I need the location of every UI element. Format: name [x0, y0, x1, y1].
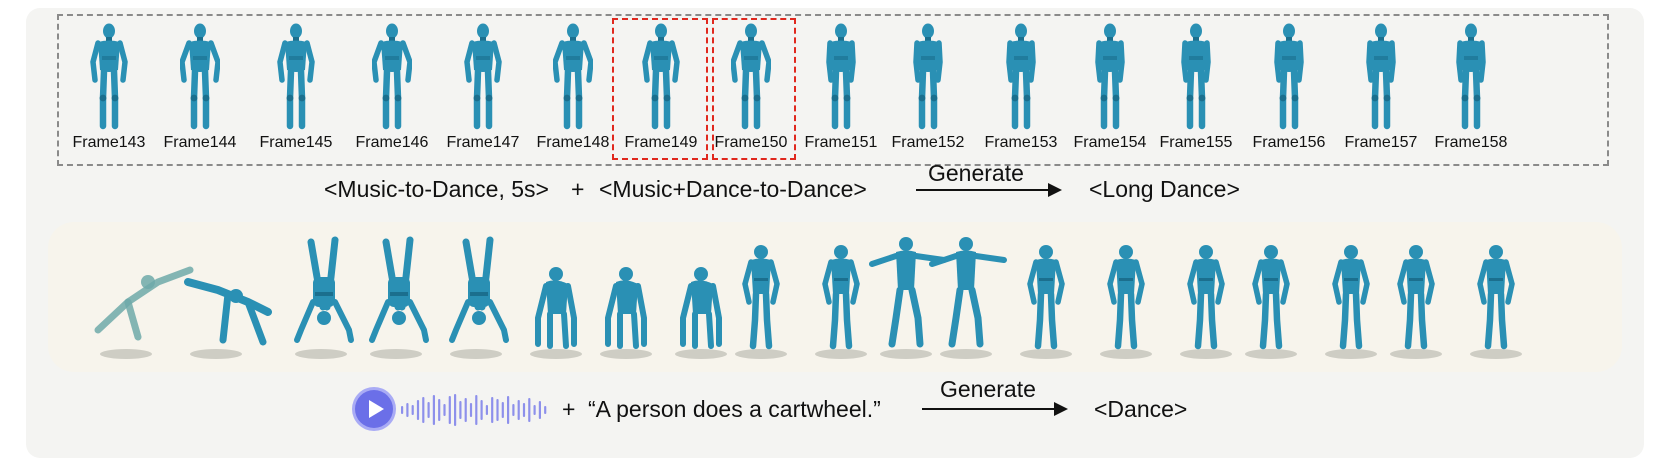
cartwheel-pose-sequence	[94, 236, 1522, 359]
play-icon	[355, 390, 393, 428]
highlight-box-frame149	[612, 18, 708, 160]
dance-pose-figure	[1020, 245, 1072, 359]
frame-label: Frame145	[259, 134, 333, 151]
frame-item: Frame145	[250, 20, 342, 160]
input-music-to-dance: <Music-to-Dance, 5s>	[324, 176, 549, 202]
frame-item: Frame149	[615, 20, 707, 160]
dance-pose-figure	[815, 245, 867, 359]
input-music-dance-to-dance: <Music+Dance-to-Dance>	[599, 176, 867, 202]
dance-pose-figure	[735, 245, 787, 359]
dance-pose-figure	[1390, 245, 1442, 359]
waveform-bar	[401, 406, 404, 414]
waveform-bar	[432, 395, 435, 425]
plus-sign-top: +	[571, 176, 585, 202]
waveform-bar	[464, 398, 467, 422]
dance-pose-figure	[530, 267, 582, 359]
waveform-bar	[522, 403, 526, 417]
frame-label: Frame154	[1073, 134, 1147, 151]
frame-label: Frame155	[1159, 134, 1233, 151]
waveform-bar	[517, 400, 520, 420]
text-prompt: “A person does a cartwheel.”	[588, 396, 881, 422]
waveform-bar	[438, 399, 441, 421]
frame-label: Frame152	[891, 134, 965, 151]
waveform-bar	[454, 394, 457, 426]
dance-pose-figure	[1325, 245, 1377, 359]
waveform-bar	[422, 397, 425, 423]
dance-motion-strip	[48, 222, 1622, 372]
waveform-bar	[459, 401, 462, 419]
audio-input	[355, 390, 555, 430]
frame-item: Frame151	[795, 20, 887, 160]
waveform-bar	[469, 403, 473, 417]
generate-arrow-top	[916, 183, 1062, 197]
waveform-bar	[544, 406, 547, 414]
waveform-bar	[485, 405, 488, 415]
dance-pose-figure	[1245, 245, 1297, 359]
dance-pose-figure	[869, 237, 947, 359]
dance-pose-figure	[369, 236, 429, 359]
frame-label: Frame150	[714, 134, 788, 151]
waveform-bar	[416, 400, 420, 420]
dance-pose-figure	[600, 267, 652, 359]
frame-label: Frame143	[72, 134, 146, 151]
plus-sign-bottom: +	[562, 396, 576, 422]
frame-label: Frame148	[536, 134, 610, 151]
frame-item: Frame153	[975, 20, 1067, 160]
waveform-bar	[512, 404, 515, 416]
output-long-dance: <Long Dance>	[1089, 176, 1240, 202]
frame-item: Frame156	[1243, 20, 1335, 160]
frame-item: Frame152	[882, 20, 974, 160]
frame-item: Frame154	[1064, 20, 1156, 160]
frame-item: Frame158	[1425, 20, 1517, 160]
audio-waveform-icon	[401, 394, 547, 426]
frame-item: Frame144	[154, 20, 246, 160]
frame-label: Frame151	[804, 134, 878, 151]
waveform-bar	[427, 402, 430, 418]
frame-sequence-box	[57, 14, 1609, 166]
frame-item: Frame146	[346, 20, 438, 160]
dance-pose-figure	[1180, 245, 1232, 359]
dance-pose-figure	[675, 267, 727, 359]
waveform-bar	[501, 402, 504, 418]
waveform-bar	[475, 395, 478, 425]
frame-label: Frame158	[1434, 134, 1508, 151]
dance-pose-figure	[449, 236, 509, 359]
waveform-bar	[406, 403, 409, 417]
frame-item: Frame155	[1150, 20, 1242, 160]
dance-pose-figure	[1470, 245, 1522, 359]
waveform-bar	[533, 405, 536, 415]
frame-item: Frame150	[705, 20, 797, 160]
waveform-bar	[411, 405, 414, 415]
highlight-box-frame150	[712, 18, 796, 160]
generate-label-bottom: Generate	[940, 376, 1036, 402]
waveform-bar	[507, 396, 510, 424]
dance-pose-figure	[929, 237, 1007, 359]
generate-arrow-bottom	[922, 402, 1068, 416]
frame-label: Frame157	[1344, 134, 1418, 151]
dance-pose-figure	[94, 266, 194, 359]
waveform-bar	[480, 400, 483, 420]
frame-item: Frame148	[527, 20, 619, 160]
waveform-bar	[443, 404, 446, 416]
frame-label: Frame146	[355, 134, 429, 151]
frame-label: Frame156	[1252, 134, 1326, 151]
waveform-bar	[448, 396, 451, 424]
generate-label-top: Generate	[928, 160, 1024, 186]
waveform-bar	[491, 397, 494, 423]
frame-label: Frame147	[446, 134, 520, 151]
dance-pose-figure	[1100, 245, 1152, 359]
dance-pose-figure	[184, 278, 272, 359]
frame-label: Frame144	[163, 134, 237, 151]
frame-item: Frame157	[1335, 20, 1427, 160]
dance-pose-figure	[294, 236, 354, 359]
frame-label: Frame153	[984, 134, 1058, 151]
output-dance: <Dance>	[1094, 396, 1188, 422]
waveform-bar	[496, 399, 499, 421]
frame-label: Frame149	[624, 134, 698, 151]
frame-item: Frame143	[63, 20, 155, 160]
waveform-bar	[538, 401, 541, 419]
frame-item: Frame147	[437, 20, 529, 160]
waveform-bar	[528, 398, 531, 422]
